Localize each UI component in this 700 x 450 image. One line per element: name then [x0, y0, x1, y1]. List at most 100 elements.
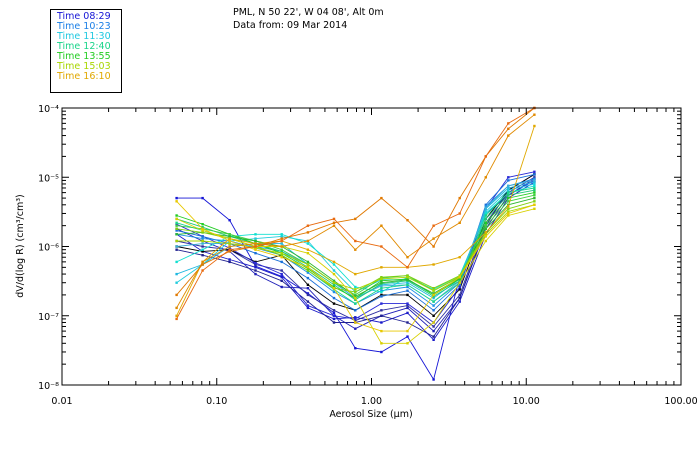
data-point: [201, 263, 204, 266]
data-point: [306, 269, 310, 272]
data-point: [406, 278, 409, 281]
data-point: [228, 233, 231, 236]
data-point: [175, 239, 178, 243]
data-point: [175, 306, 178, 310]
data-point: [432, 296, 435, 300]
data-point: [280, 235, 283, 238]
data-point: [380, 293, 383, 297]
x-tick-label: 0.10: [206, 396, 227, 407]
data-point: [175, 221, 178, 224]
data-point: [306, 276, 310, 280]
data-point: [458, 212, 461, 215]
data-point: [175, 260, 178, 264]
data-point: [228, 260, 231, 264]
data-point: [533, 200, 536, 203]
data-point: [332, 272, 336, 276]
data-point: [484, 176, 487, 179]
data-point: [406, 335, 409, 338]
data-point: [201, 237, 204, 240]
data-point: [280, 233, 283, 236]
data-point: [406, 266, 409, 269]
data-point: [332, 309, 336, 312]
data-point: [201, 245, 204, 248]
data-point: [201, 226, 204, 229]
data-point: [380, 196, 383, 200]
data-point: [254, 263, 257, 266]
x-tick-label: 10.00: [513, 396, 540, 407]
data-point: [380, 289, 383, 292]
data-point: [406, 256, 409, 259]
data-point: [228, 239, 231, 243]
data-point: [354, 288, 357, 291]
data-point: [332, 317, 336, 321]
data-point: [201, 254, 204, 257]
data-point: [354, 309, 357, 312]
series-line-orange-2: [176, 114, 535, 309]
data-point: [380, 302, 383, 305]
data-point: [533, 189, 536, 192]
data-point: [484, 235, 487, 238]
legend-item: Time 13:55: [57, 51, 111, 62]
data-point: [228, 245, 231, 248]
data-point: [432, 321, 435, 324]
data-point: [432, 288, 435, 291]
data-point: [280, 237, 283, 240]
data-point: [406, 285, 409, 289]
data-point: [533, 113, 536, 116]
data-point: [201, 227, 204, 230]
y-tick-label: 10⁻⁵: [38, 173, 59, 184]
data-point: [406, 302, 409, 305]
data-point: [201, 242, 204, 245]
data-point: [484, 203, 487, 206]
data-point: [332, 314, 336, 317]
legend: Time 08:29 Time 10:23 Time 11:30 Time 12…: [50, 9, 122, 93]
data-point: [432, 325, 435, 328]
data-point: [280, 248, 283, 251]
data-point: [201, 250, 204, 253]
axis-layer: 0.01 0.10 1.00 10.00 100.00 10⁻⁸ 10⁻⁷ 10⁻⁶ 10⁻⁵ 1…: [38, 104, 698, 407]
data-point: [380, 290, 383, 294]
data-point: [484, 233, 487, 236]
data-point: [254, 245, 257, 248]
data-point: [306, 239, 310, 243]
data-point: [432, 237, 435, 240]
data-point: [306, 271, 310, 274]
data-point: [280, 260, 283, 264]
data-point: [507, 205, 510, 208]
data-point: [507, 189, 510, 192]
data-point: [280, 252, 283, 255]
data-point: [332, 281, 336, 284]
data-point: [280, 285, 283, 289]
data-point: [354, 296, 357, 300]
data-point: [484, 231, 487, 234]
data-point: [354, 248, 357, 251]
data-point: [332, 221, 336, 224]
data-point: [280, 276, 283, 279]
data-point: [380, 284, 383, 288]
data-point: [432, 329, 435, 333]
data-point: [406, 321, 409, 324]
y-tick-label: 10⁻⁴: [38, 104, 59, 115]
data-point: [228, 242, 231, 245]
data-point: [507, 196, 510, 200]
data-point: [432, 295, 435, 298]
data-point: [175, 200, 178, 203]
data-point: [432, 287, 435, 290]
data-point: [306, 231, 310, 234]
series-line-blue-1: [176, 180, 535, 381]
data-point: [533, 194, 536, 197]
data-point: [306, 300, 310, 303]
data-point: [380, 224, 383, 227]
data-point: [380, 309, 383, 312]
data-point: [533, 173, 536, 176]
data-point: [458, 296, 461, 300]
legend-item: Time 15:03: [57, 61, 111, 72]
data-point: [306, 293, 310, 297]
data-point: [380, 276, 383, 279]
data-point: [458, 276, 461, 279]
data-point: [533, 203, 536, 206]
data-point: [306, 242, 310, 245]
data-point: [406, 274, 409, 277]
data-point: [484, 206, 487, 210]
data-point: [175, 233, 178, 236]
